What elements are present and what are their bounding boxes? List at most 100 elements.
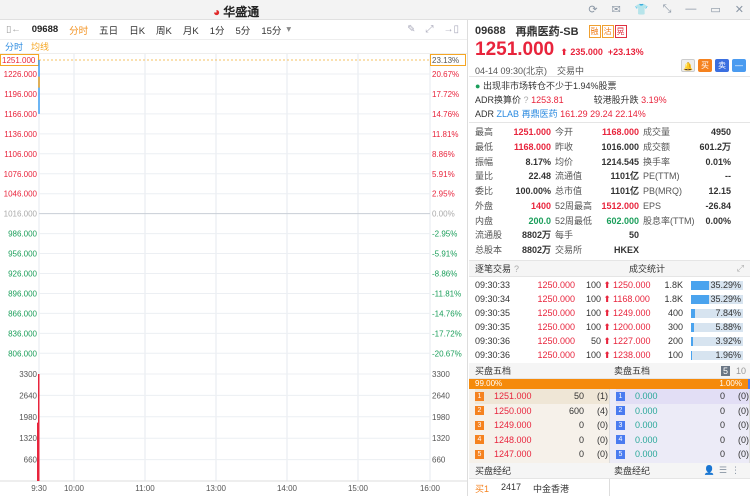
help-icon[interactable]: ?	[514, 263, 520, 274]
stat-value: 1168.000	[513, 141, 551, 152]
adr-info: ● 出现非市场转仓不少于1.94%股票 ADR换算价 ? 1253.81 较港股升…	[469, 77, 750, 123]
pct-tick: 0.00%	[432, 210, 455, 219]
pct-tick-top: 23.13%	[432, 56, 459, 65]
adr-prefix: ADR	[475, 109, 495, 119]
minimize-icon[interactable]: —	[685, 3, 697, 15]
alert-bell-button[interactable]: 🔔	[681, 59, 695, 72]
view-toggle-icons[interactable]: 👤☰⋮	[703, 465, 744, 475]
bid-level[interactable]: 1 1251.000 50 (1)	[475, 389, 609, 404]
sell-button[interactable]: 卖	[715, 59, 729, 72]
tick-row: 09:30:36 1250.000 100 ⬆ 1238.000 100 1.96%	[469, 348, 750, 362]
stat-label: 每手	[555, 230, 574, 241]
level-volume: 0	[719, 405, 725, 416]
level-number: 5	[616, 449, 625, 459]
ticks-list: 09:30:33 1250.000 100 ⬆ 1250.000 1.8K 35.29% 09…	[469, 277, 750, 363]
pct-tick: -2.95%	[432, 230, 457, 239]
ask-brokers-title: 卖盘经纪	[614, 466, 651, 476]
short-tag: 沽	[601, 24, 614, 38]
buy-button[interactable]: 买	[698, 59, 712, 72]
shrink-icon[interactable]: ⤡	[662, 3, 672, 15]
time-tick: 11:00	[135, 484, 155, 493]
pct-tick: 17.72%	[432, 90, 459, 99]
depth-5-button[interactable]: 5	[720, 365, 730, 376]
level-price: 1249.000	[494, 420, 532, 431]
trading-status: 交易中	[557, 66, 585, 76]
tick-time: 09:30:33	[475, 280, 511, 290]
volume-tick: 3300	[19, 370, 37, 379]
adr-name-link[interactable]: 再鼎医药	[521, 109, 558, 119]
ticks-title: 逐笔交易	[475, 264, 512, 274]
close-icon[interactable]: ✕	[734, 4, 744, 16]
bid-level[interactable]: 3 1249.000 0 (0)	[475, 418, 609, 433]
level-number: 4	[475, 435, 484, 445]
stat-value: 8.17%	[525, 156, 551, 167]
stat-volume: 400	[667, 308, 683, 318]
expand-icon[interactable]: ⤢	[736, 263, 744, 273]
stat-label: PE(TTM)	[643, 171, 680, 182]
title-bar: ◕ 华盛通 ⟳ ✉ 👕 ⤡ — ▭ ✕	[0, 0, 750, 20]
level-price: 1251.000	[494, 391, 532, 402]
adr-change: 29.24	[590, 109, 613, 119]
tick-time: 09:30:35	[475, 322, 511, 332]
level-number: 1	[616, 391, 625, 401]
tab-monthly-k[interactable]: 月K	[182, 25, 199, 37]
time-tick: 15:00	[348, 484, 369, 493]
tick-time: 09:30:36	[475, 336, 511, 346]
pct-tick: -20.67%	[432, 349, 462, 358]
tick-time: 09:30:35	[475, 308, 511, 318]
minus-button[interactable]: —	[732, 59, 746, 72]
stat-price: 1250.000	[613, 280, 651, 290]
stat-bar	[691, 336, 743, 346]
stat-label: 换手率	[643, 156, 671, 167]
tab-daily-k[interactable]: 日K	[129, 25, 146, 37]
bid-level[interactable]: 5 1247.000 0 (0)	[475, 447, 609, 462]
fullscreen-icon[interactable]: ⤢	[425, 24, 434, 35]
ask-level[interactable]: 2 0.000 0 (0)	[616, 404, 749, 419]
pencil-icon[interactable]: ✎	[407, 24, 416, 35]
level-price: 0.000	[635, 449, 658, 460]
help-icon[interactable]: ?	[523, 95, 529, 105]
bids-column: 1 1251.000 50 (1) 2 1250.000 600 (4) 3 1249.000 0(…	[469, 389, 610, 463]
stat-value: 8802万	[521, 230, 551, 241]
asks-column: 1 0.000 0 (0) 2 0.000 0 (0) 3 0.000 0 (0) 4 0.000 0 (0)…	[610, 389, 750, 463]
stat-value: 12.15	[708, 186, 731, 197]
chevron-down-icon[interactable]: ▾	[286, 24, 292, 35]
refresh-icon[interactable]: ⟳	[588, 4, 598, 16]
bid-brokers-title: 买盘经纪	[475, 466, 512, 476]
maximize-icon[interactable]: ▭	[710, 4, 721, 16]
depth-10-button[interactable]: 10	[735, 365, 746, 376]
pct-tick: -11.81%	[432, 289, 461, 298]
skin-icon[interactable]: 👕	[634, 4, 649, 16]
stat-value: 1016.000	[601, 141, 639, 152]
up-arrow-icon: ⬆	[603, 307, 611, 318]
broker-row: 买1 2417 中金香港	[469, 479, 610, 496]
tab-weekly-k[interactable]: 周K	[156, 25, 172, 37]
bid-level[interactable]: 2 1250.000 600 (4)	[475, 404, 609, 419]
tab-intraday[interactable]: 分时	[69, 25, 89, 37]
level-number: 4	[616, 435, 625, 445]
bid-level[interactable]: 4 1248.000 0 (0)	[475, 433, 609, 448]
stat-pct: 7.84%	[715, 308, 741, 318]
adr-pct: 22.14%	[615, 109, 646, 119]
ask-level[interactable]: 3 0.000 0 (0)	[616, 418, 749, 433]
expand-right-icon[interactable]: →▯	[443, 24, 459, 35]
adr-ticker-link[interactable]: ZLAB	[496, 109, 520, 119]
ask-level[interactable]: 1 0.000 0 (0)	[616, 389, 749, 404]
intraday-chart[interactable]: 9:30 10:00 11:00 13:00 14:00 15:00 16:00 1226.0…	[0, 54, 468, 496]
tab-1min[interactable]: 1分	[209, 25, 225, 37]
ask-level[interactable]: 5 0.000 0 (0)	[616, 447, 749, 462]
tab-5day[interactable]: 五日	[99, 25, 119, 37]
stat-label	[639, 228, 697, 243]
collapse-left-icon[interactable]: ▯←	[6, 24, 21, 35]
stat-label: PB(MRQ)	[643, 186, 682, 197]
tick-price: 1250.000	[537, 350, 575, 360]
tick-price: 1250.000	[537, 280, 575, 290]
stat-label: 最低	[475, 141, 494, 152]
tab-5min[interactable]: 5分	[235, 25, 251, 37]
adr-cmp-label: 较港股升跌	[593, 95, 639, 105]
stat-pct: 35.29%	[710, 294, 741, 304]
tab-15min[interactable]: 15分	[261, 25, 282, 37]
ask-level[interactable]: 4 0.000 0 (0)	[616, 433, 749, 448]
tick-row: 09:30:36 1250.000 50 ⬆ 1227.000 200 3.92%	[469, 334, 750, 348]
mail-icon[interactable]: ✉	[611, 4, 621, 16]
